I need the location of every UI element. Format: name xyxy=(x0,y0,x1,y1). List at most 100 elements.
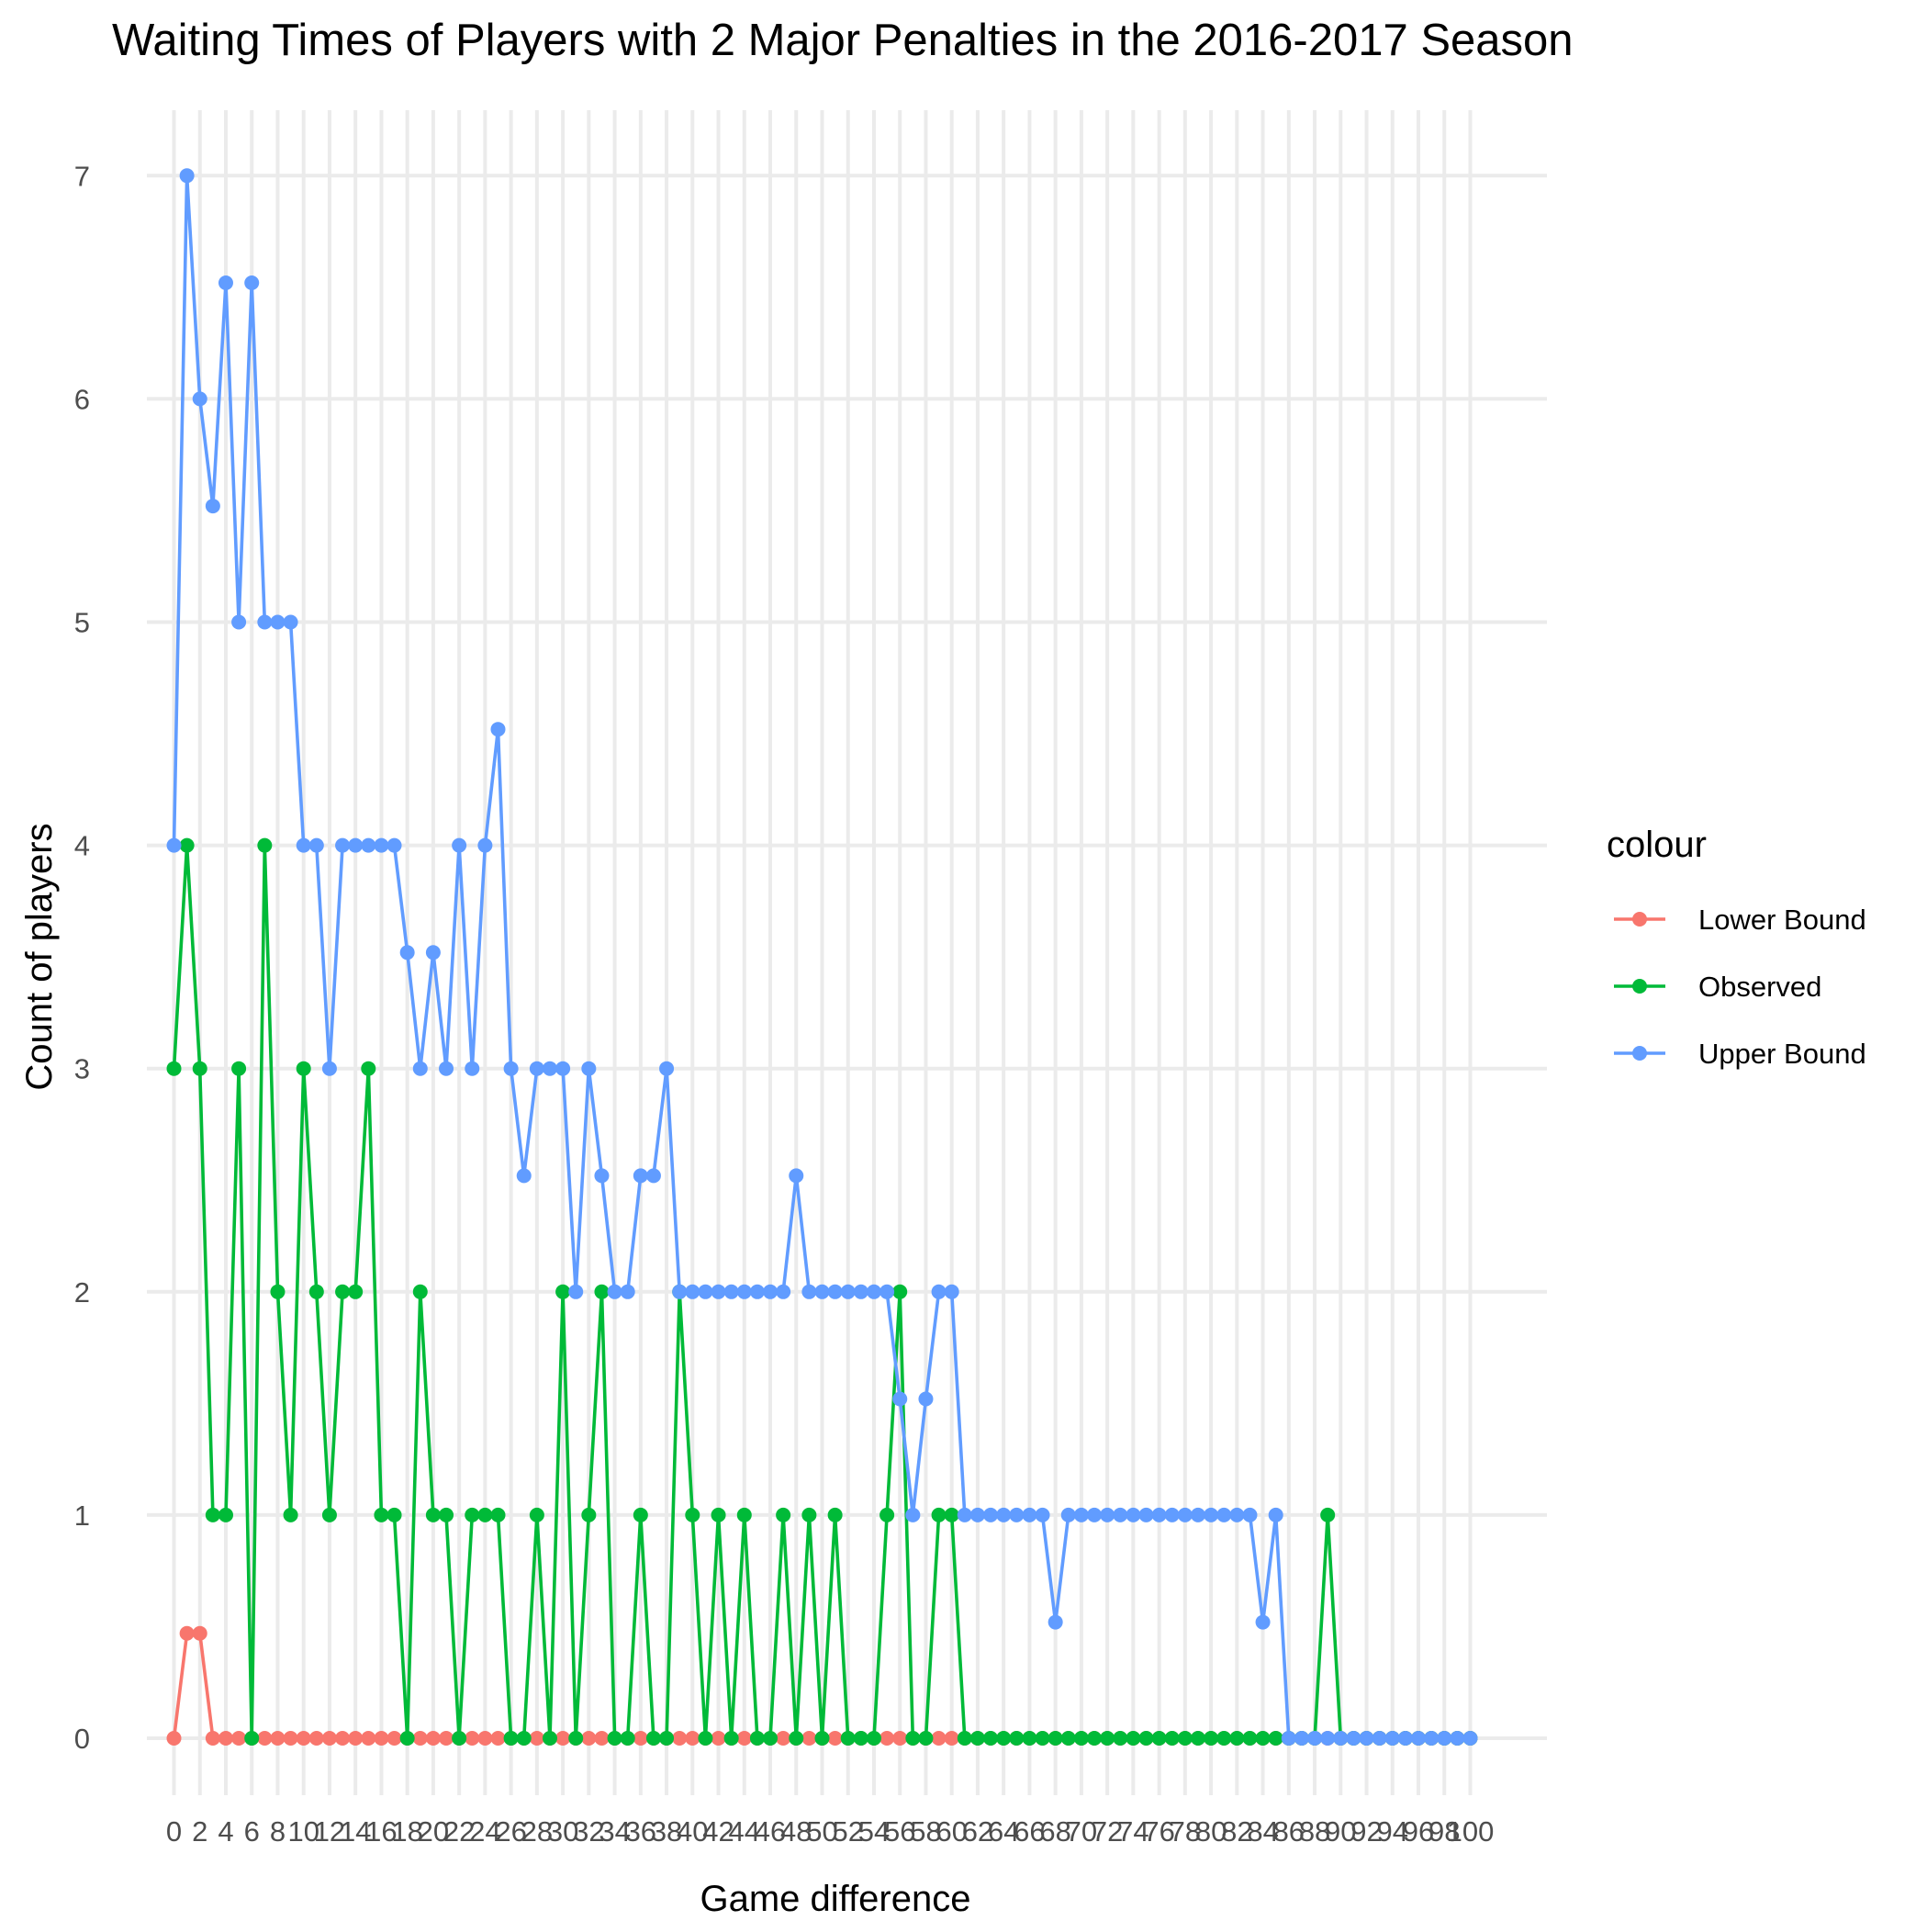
data-point-observed xyxy=(529,1507,544,1522)
x-tick-label: 90 xyxy=(1325,1815,1356,1848)
data-point-upper-bound xyxy=(1411,1731,1427,1746)
data-point-observed xyxy=(594,1284,610,1299)
x-tick-label: 82 xyxy=(1221,1815,1252,1848)
data-point-observed xyxy=(283,1507,298,1522)
data-point-upper-bound xyxy=(996,1507,1012,1522)
data-point-upper-bound xyxy=(192,391,207,407)
data-point-upper-bound xyxy=(1087,1507,1103,1522)
x-tick-label: 26 xyxy=(495,1815,526,1848)
data-point-observed xyxy=(1100,1731,1115,1746)
x-tick-label: 22 xyxy=(443,1815,475,1848)
x-tick-label: 98 xyxy=(1428,1815,1460,1848)
data-point-observed xyxy=(1035,1731,1050,1746)
grid-lines xyxy=(147,110,1547,1795)
data-point-upper-bound xyxy=(374,837,389,853)
data-point-upper-bound xyxy=(789,1168,804,1184)
data-point-upper-bound xyxy=(879,1284,895,1299)
data-point-upper-bound xyxy=(425,945,441,960)
data-point-upper-bound xyxy=(969,1507,985,1522)
data-point-upper-bound xyxy=(1190,1507,1205,1522)
data-point-observed xyxy=(542,1731,557,1746)
data-point-upper-bound xyxy=(465,1061,480,1076)
data-point-upper-bound xyxy=(827,1284,843,1299)
data-point-upper-bound xyxy=(1242,1507,1258,1522)
x-tick-label: 10 xyxy=(287,1815,319,1848)
data-point-lower-bound xyxy=(879,1731,895,1746)
data-point-observed xyxy=(308,1284,324,1299)
data-point-upper-bound xyxy=(763,1284,779,1299)
data-point-upper-bound xyxy=(412,1061,428,1076)
data-point-upper-bound xyxy=(1268,1507,1283,1522)
x-tick-label: 8 xyxy=(270,1815,286,1848)
data-point-observed xyxy=(723,1731,739,1746)
x-tick-label: 72 xyxy=(1092,1815,1123,1848)
data-point-observed xyxy=(1268,1731,1283,1746)
x-tick-label: 64 xyxy=(988,1815,1019,1848)
x-axis-ticks: 0 2 4 6 8 10121416182022242628303234363840424… xyxy=(166,1815,1494,1848)
data-point-upper-bound xyxy=(957,1507,972,1522)
chart-title: Waiting Times of Players with 2 Major Pe… xyxy=(112,16,1574,65)
data-point-upper-bound xyxy=(892,1391,908,1407)
data-point-lower-bound xyxy=(321,1731,337,1746)
x-tick-label: 32 xyxy=(573,1815,604,1848)
data-point-upper-bound xyxy=(1164,1507,1180,1522)
data-point-upper-bound xyxy=(853,1284,868,1299)
data-point-observed xyxy=(1190,1731,1205,1746)
y-axis-title: Count of players xyxy=(19,823,60,1090)
data-point-upper-bound xyxy=(607,1284,622,1299)
data-point-observed xyxy=(296,1061,311,1076)
data-point-upper-bound xyxy=(1333,1731,1349,1746)
data-point-observed xyxy=(1255,1731,1271,1746)
y-tick-label: 4 xyxy=(74,830,90,862)
data-point-observed xyxy=(892,1284,908,1299)
data-point-observed xyxy=(581,1507,597,1522)
data-point-observed xyxy=(205,1507,220,1522)
data-point-observed xyxy=(321,1507,337,1522)
data-point-upper-bound xyxy=(723,1284,739,1299)
data-point-upper-bound xyxy=(1100,1507,1115,1522)
data-point-observed xyxy=(555,1284,571,1299)
data-point-observed xyxy=(179,837,195,853)
data-point-upper-bound xyxy=(542,1061,557,1076)
x-tick-label: 24 xyxy=(469,1815,500,1848)
data-point-lower-bound xyxy=(931,1731,947,1746)
data-point-upper-bound xyxy=(283,614,298,630)
x-tick-label: 12 xyxy=(314,1815,345,1848)
data-point-upper-bound xyxy=(1372,1731,1387,1746)
data-point-upper-bound xyxy=(179,168,195,184)
y-tick-label: 2 xyxy=(74,1276,90,1309)
data-point-observed xyxy=(1177,1731,1193,1746)
data-point-observed xyxy=(412,1284,428,1299)
data-point-lower-bound xyxy=(801,1731,817,1746)
x-tick-label: 80 xyxy=(1195,1815,1227,1848)
data-point-upper-bound xyxy=(335,837,351,853)
x-tick-label: 44 xyxy=(729,1815,760,1848)
data-point-observed xyxy=(944,1507,959,1522)
x-tick-label: 96 xyxy=(1403,1815,1434,1848)
data-point-upper-bound xyxy=(581,1061,597,1076)
data-point-lower-bound xyxy=(827,1731,843,1746)
x-tick-label: 66 xyxy=(1014,1815,1045,1848)
data-point-upper-bound xyxy=(1177,1507,1193,1522)
data-point-observed xyxy=(1009,1731,1025,1746)
x-tick-label: 68 xyxy=(1039,1815,1070,1848)
x-tick-label: 28 xyxy=(521,1815,553,1848)
data-point-upper-bound xyxy=(244,275,260,290)
data-point-upper-bound xyxy=(983,1507,999,1522)
data-point-observed xyxy=(801,1507,817,1522)
data-point-upper-bound xyxy=(231,614,247,630)
data-point-lower-bound xyxy=(736,1731,752,1746)
data-point-upper-bound xyxy=(1126,1507,1141,1522)
x-tick-label: 100 xyxy=(1447,1815,1495,1848)
data-point-observed xyxy=(633,1507,648,1522)
data-point-lower-bound xyxy=(166,1731,182,1746)
x-tick-label: 86 xyxy=(1273,1815,1305,1848)
data-point-lower-bound xyxy=(412,1731,428,1746)
data-point-upper-bound xyxy=(166,837,182,853)
x-tick-label: 60 xyxy=(935,1815,967,1848)
y-tick-label: 3 xyxy=(74,1053,90,1085)
data-point-observed xyxy=(763,1731,779,1746)
data-point-observed xyxy=(814,1731,830,1746)
data-point-lower-bound xyxy=(776,1731,791,1746)
